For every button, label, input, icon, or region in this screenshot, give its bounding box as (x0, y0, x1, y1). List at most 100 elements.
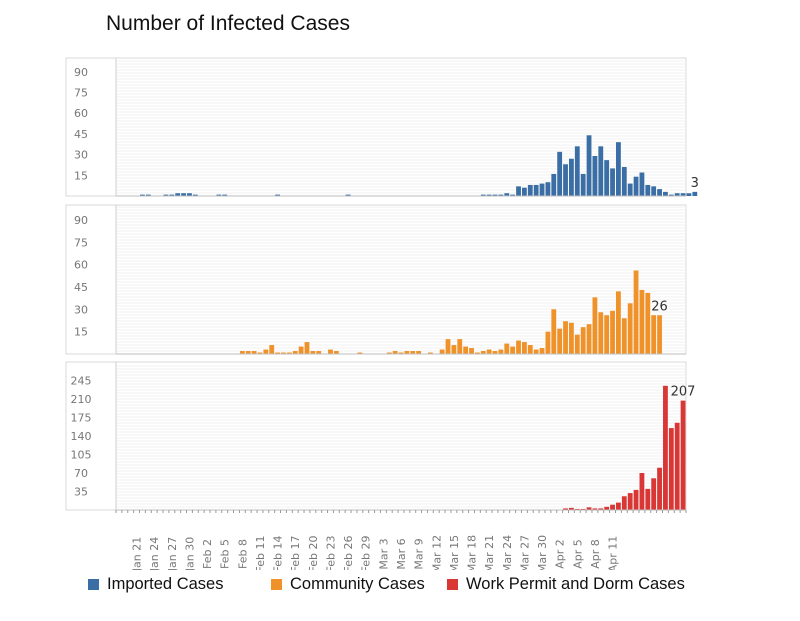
bar-community (398, 352, 404, 354)
legend-label-work-permit-dorm: Work Permit and Dorm Cases (466, 574, 685, 593)
legend-swatch-community (271, 578, 282, 590)
legend-swatch-work-permit-dorm (447, 578, 458, 590)
bar-work-permit-dorm (633, 489, 639, 510)
bar-imported (480, 194, 486, 196)
legend-item-work-permit-dorm: Work Permit and Dorm Cases (447, 573, 685, 595)
bar-community (480, 351, 486, 354)
bar-imported (486, 194, 492, 196)
end-value-label-imported: 3 (691, 176, 699, 191)
bar-community (610, 310, 615, 354)
y-tick-label: 60 (74, 259, 88, 272)
bar-imported (610, 168, 615, 196)
chart-area: 15 30 45 60 75 90 3 15 30 45 60 75 90 26 35 70 105 140 175… (65, 57, 699, 570)
bar-community (645, 292, 651, 354)
bar-community (304, 342, 310, 354)
bar-work-permit-dorm (621, 496, 627, 510)
bar-work-permit-dorm (580, 508, 586, 510)
bar-work-permit-dorm (674, 422, 680, 510)
bar-imported (574, 146, 580, 196)
bar-imported (651, 186, 657, 196)
bar-community (333, 351, 339, 354)
bar-community (457, 339, 463, 354)
bar-community (592, 297, 598, 354)
bar-imported (275, 194, 281, 196)
bar-community (557, 328, 563, 354)
bar-imported (692, 191, 698, 196)
bar-imported (163, 194, 169, 196)
bar-community (510, 346, 516, 354)
bar-community (604, 315, 610, 354)
bar-imported (598, 146, 604, 196)
y-tick-label: 45 (74, 281, 88, 294)
bar-community (563, 321, 568, 354)
legend-item-community: Community Cases (271, 573, 425, 595)
x-tick-label: Mar 6 (395, 538, 408, 569)
bar-work-permit-dorm (569, 507, 574, 510)
bar-community (639, 289, 645, 354)
x-tick-label: Mar 24 (501, 535, 514, 570)
y-tick-label: 75 (74, 87, 88, 100)
bar-imported (586, 135, 592, 196)
bar-imported (557, 151, 563, 196)
bar-community (286, 352, 292, 354)
bar-community (357, 352, 363, 354)
bar-community (492, 351, 498, 354)
bar-work-permit-dorm (604, 506, 610, 510)
y-tick-label: 30 (74, 303, 88, 316)
bar-community (621, 318, 627, 354)
bar-imported (645, 184, 651, 196)
x-tick-label: Mar 9 (413, 538, 426, 569)
bar-community (298, 346, 304, 354)
x-tick-label: Feb 20 (307, 536, 320, 570)
bar-imported (527, 184, 533, 196)
bar-work-permit-dorm (610, 504, 615, 510)
bar-imported (674, 193, 680, 196)
bar-work-permit-dorm (645, 488, 651, 510)
x-tick-label: Jan 30 (183, 537, 196, 570)
bar-community (281, 352, 286, 354)
bar-community (257, 352, 263, 354)
bar-community (445, 339, 451, 354)
bar-work-permit-dorm (663, 385, 668, 510)
bar-imported (498, 194, 504, 196)
bar-imported (140, 194, 145, 196)
bar-imported (145, 194, 151, 196)
bar-imported (175, 193, 181, 196)
x-tick-label: Feb 8 (236, 539, 249, 569)
bar-community (469, 348, 474, 354)
bar-community (416, 351, 422, 354)
bar-imported (639, 172, 645, 196)
bar-community (533, 349, 539, 354)
x-tick-label: Mar 27 (518, 535, 531, 570)
bar-community (569, 322, 574, 354)
bar-imported (616, 142, 621, 196)
bar-imported (533, 184, 539, 196)
x-tick-label: Mar 18 (466, 535, 479, 570)
bar-work-permit-dorm (616, 502, 621, 510)
legend-swatch-imported (88, 578, 99, 590)
y-tick-label: 210 (71, 393, 92, 406)
x-tick-label: Mar 21 (483, 535, 496, 570)
bar-imported (633, 176, 639, 196)
bar-community (263, 349, 269, 354)
bar-imported (169, 194, 175, 196)
bar-imported (181, 193, 186, 196)
bar-work-permit-dorm (651, 478, 657, 510)
bar-work-permit-dorm (598, 508, 604, 510)
bar-imported (621, 167, 627, 196)
x-tick-label: Apr 11 (607, 536, 620, 570)
y-tick-label: 245 (71, 375, 92, 388)
y-tick-label: 30 (74, 149, 88, 162)
bar-community (574, 334, 580, 354)
bar-work-permit-dorm (563, 508, 568, 510)
bar-community (498, 349, 504, 354)
bar-community (474, 352, 480, 354)
bar-community (598, 312, 604, 354)
bar-work-permit-dorm (680, 400, 686, 510)
y-tick-label: 75 (74, 236, 88, 249)
y-tick-label: 15 (74, 326, 88, 339)
x-tick-label: Feb 14 (272, 536, 285, 570)
end-value-label-community: 26 (651, 299, 668, 314)
x-tick-label: Apr 5 (571, 539, 584, 569)
bar-community (451, 345, 457, 354)
